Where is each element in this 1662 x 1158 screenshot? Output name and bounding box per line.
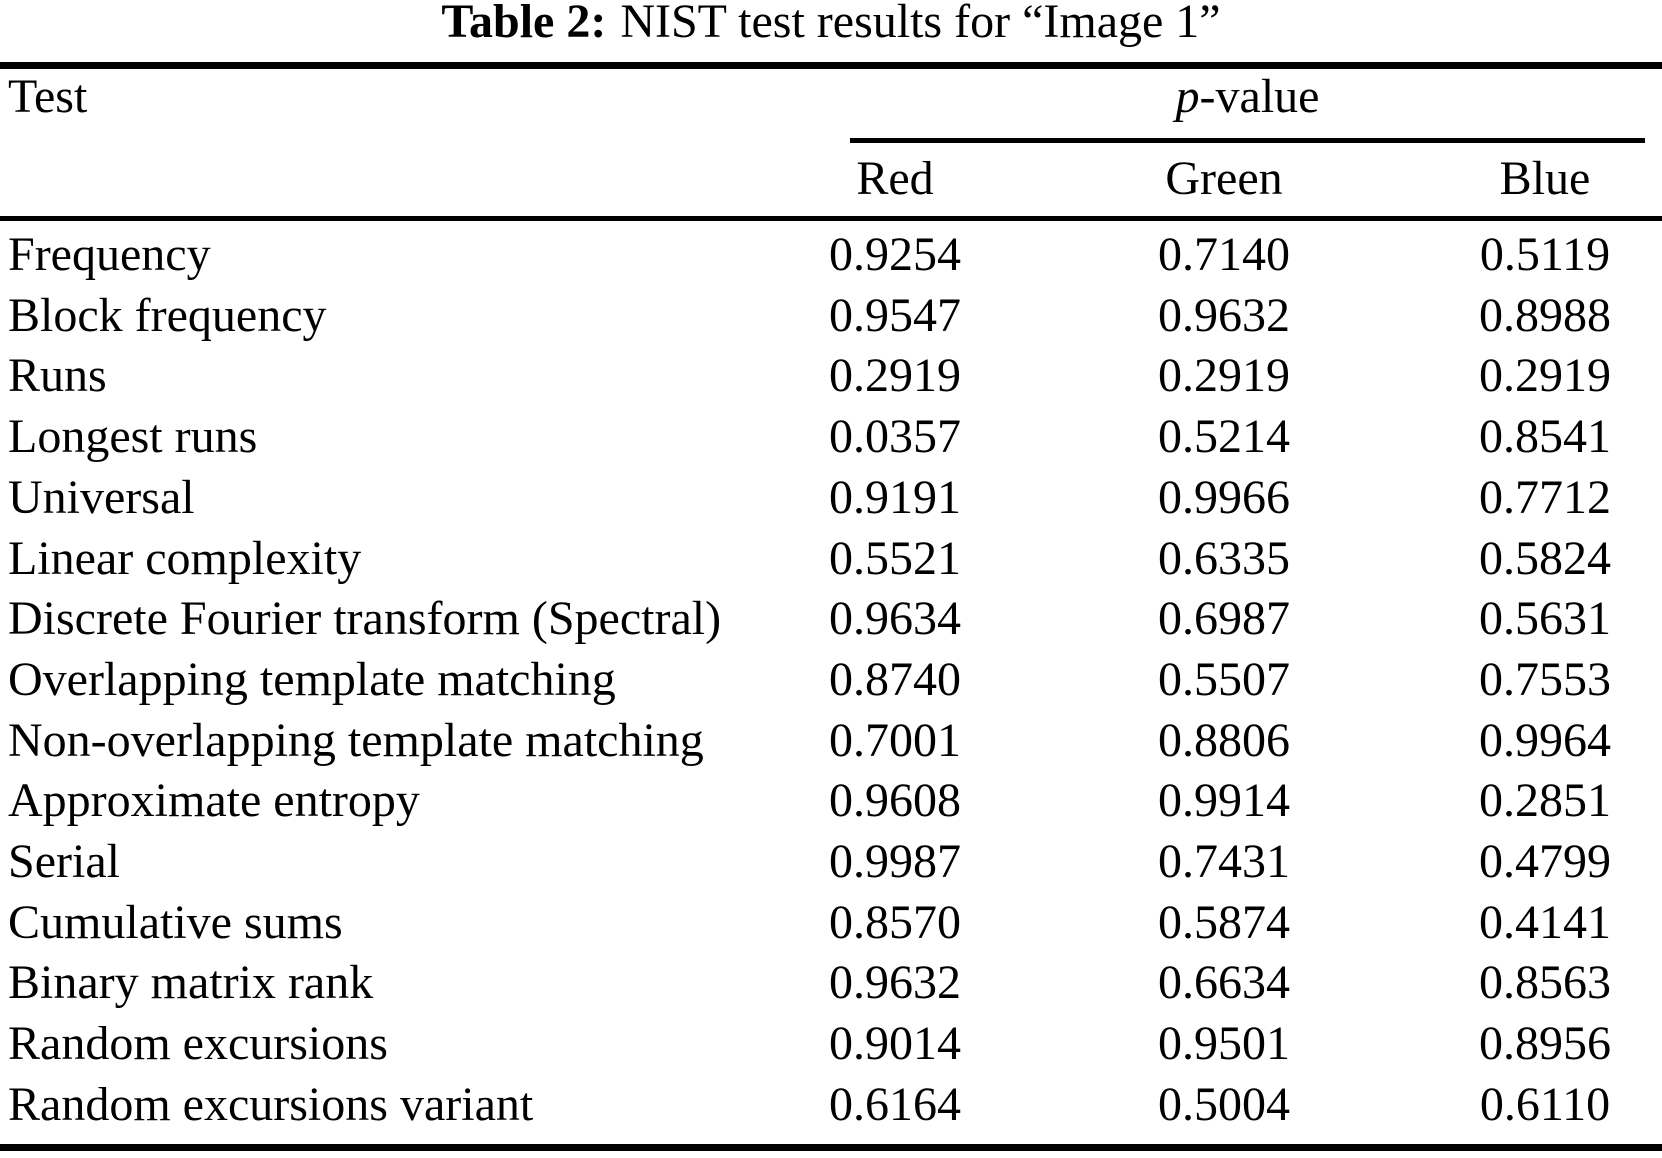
header-rule	[0, 216, 1662, 221]
test-name-cell: Approximate entropy	[8, 774, 420, 828]
channel-header-spacer	[0, 155, 770, 203]
red-p-value-cell: 0.9254	[829, 228, 961, 281]
table-row: Random excursions 0.9014 0.9501 0.8956	[0, 1020, 1662, 1081]
table-row: Serial 0.9987 0.7431 0.4799	[0, 838, 1662, 899]
test-name-cell: Non-overlapping template matching	[8, 713, 704, 767]
red-p-value-cell: 0.9634	[829, 592, 961, 646]
blue-p-value-cell: 0.5631	[1479, 592, 1611, 646]
blue-p-value-cell: 0.9964	[1479, 713, 1611, 767]
test-name-cell: Random excursions variant	[8, 1077, 534, 1131]
table-row: Universal 0.9191 0.9966 0.7712	[0, 470, 1662, 535]
green-p-value-cell: 0.5004	[1158, 1077, 1290, 1131]
column-group-rule	[850, 138, 1645, 143]
green-p-value-cell: 0.9501	[1158, 1017, 1290, 1071]
blue-p-value-cell: 0.8988	[1479, 288, 1611, 342]
column-header-green: Green	[1165, 152, 1283, 205]
blue-p-value-cell: 0.7553	[1479, 652, 1611, 706]
green-p-value-cell: 0.8806	[1158, 713, 1290, 767]
green-p-value-cell: 0.9632	[1158, 288, 1290, 342]
red-p-value-cell: 0.9191	[829, 470, 961, 524]
table-row: Random excursions variant 0.6164 0.5004 …	[0, 1077, 1662, 1142]
green-p-value-cell: 0.6987	[1158, 592, 1290, 646]
column-header-blue: Blue	[1499, 152, 1591, 205]
green-p-value-cell: 0.7431	[1158, 835, 1290, 889]
red-p-value-cell: 0.9632	[829, 956, 961, 1010]
test-name-cell: Random excursions	[8, 1017, 388, 1071]
table-row: Discrete Fourier transform (Spectral) 0.…	[0, 595, 1662, 656]
green-p-value-cell: 0.6634	[1158, 956, 1290, 1010]
red-p-value-cell: 0.5521	[829, 531, 961, 585]
test-name-cell: Frequency	[8, 228, 211, 281]
red-p-value-cell: 0.8570	[829, 895, 961, 949]
test-name-cell: Linear complexity	[8, 531, 362, 585]
table-row: Longest runs 0.0357 0.5214 0.8541	[0, 413, 1662, 474]
test-name-cell: Binary matrix rank	[8, 956, 374, 1010]
blue-p-value-cell: 0.7712	[1479, 470, 1611, 524]
blue-p-value-cell: 0.4141	[1479, 895, 1611, 949]
p-value-italic-p: p	[1175, 70, 1200, 123]
channel-header-row: Red Green Blue	[0, 155, 1662, 203]
red-p-value-cell: 0.8740	[829, 652, 961, 706]
table-caption-number: Table 2:	[441, 0, 607, 48]
table-row: Cumulative sums 0.8570 0.5874 0.4141	[0, 895, 1662, 960]
red-p-value-cell: 0.9608	[829, 774, 961, 828]
test-name-cell: Overlapping template matching	[8, 652, 616, 706]
green-p-value-cell: 0.9966	[1158, 470, 1290, 524]
top-rule	[0, 62, 1662, 69]
table-row: Approximate entropy 0.9608 0.9914 0.2851	[0, 777, 1662, 838]
test-name-cell: Cumulative sums	[8, 895, 343, 949]
table-body: Frequency 0.9254 0.7140 0.5119 Block fre…	[0, 231, 1662, 1142]
table-row: Overlapping template matching 0.8740 0.5…	[0, 656, 1662, 717]
column-header-test: Test	[8, 70, 88, 123]
blue-p-value-cell: 0.2851	[1479, 774, 1611, 828]
red-p-value-cell: 0.2919	[829, 349, 961, 403]
red-p-value-cell: 0.9547	[829, 288, 961, 342]
column-group-header-p-value: p-value	[850, 73, 1645, 121]
test-name-cell: Serial	[8, 835, 120, 889]
p-value-rest: -value	[1199, 70, 1320, 123]
red-p-value-cell: 0.7001	[829, 713, 961, 767]
table-row: Runs 0.2919 0.2919 0.2919	[0, 352, 1662, 413]
table-row: Block frequency 0.9547 0.9632 0.8988	[0, 288, 1662, 353]
green-p-value-cell: 0.5214	[1158, 410, 1290, 464]
green-p-value-cell: 0.9914	[1158, 774, 1290, 828]
table-row: Binary matrix rank 0.9632 0.6634 0.8563	[0, 959, 1662, 1020]
test-name-cell: Longest runs	[8, 410, 258, 464]
test-name-cell: Block frequency	[8, 288, 327, 342]
red-p-value-cell: 0.0357	[829, 410, 961, 464]
bottom-rule	[0, 1144, 1662, 1151]
blue-p-value-cell: 0.8956	[1479, 1017, 1611, 1071]
red-p-value-cell: 0.9987	[829, 835, 961, 889]
green-p-value-cell: 0.7140	[1158, 228, 1290, 281]
table-caption: Table 2: NIST test results for “Image 1”	[0, 0, 1662, 46]
table-caption-text: NIST test results for “Image 1”	[620, 0, 1221, 48]
green-p-value-cell: 0.6335	[1158, 531, 1290, 585]
green-p-value-cell: 0.5507	[1158, 652, 1290, 706]
blue-p-value-cell: 0.2919	[1479, 349, 1611, 403]
red-p-value-cell: 0.9014	[829, 1017, 961, 1071]
test-name-cell: Universal	[8, 470, 195, 524]
table-row: Non-overlapping template matching 0.7001…	[0, 713, 1662, 778]
blue-p-value-cell: 0.8541	[1479, 410, 1611, 464]
red-p-value-cell: 0.6164	[829, 1077, 961, 1131]
green-p-value-cell: 0.5874	[1158, 895, 1290, 949]
blue-p-value-cell: 0.4799	[1479, 835, 1611, 889]
green-p-value-cell: 0.2919	[1158, 349, 1290, 403]
blue-p-value-cell: 0.8563	[1479, 956, 1611, 1010]
table-row: Frequency 0.9254 0.7140 0.5119	[0, 231, 1662, 292]
blue-p-value-cell: 0.6110	[1479, 1077, 1611, 1131]
test-name-cell: Runs	[8, 349, 107, 403]
table-row: Linear complexity 0.5521 0.6335 0.5824	[0, 531, 1662, 596]
test-name-cell: Discrete Fourier transform (Spectral)	[8, 592, 722, 646]
blue-p-value-cell: 0.5824	[1479, 531, 1611, 585]
column-header-red: Red	[856, 152, 934, 205]
blue-p-value-cell: 0.5119	[1479, 228, 1611, 281]
